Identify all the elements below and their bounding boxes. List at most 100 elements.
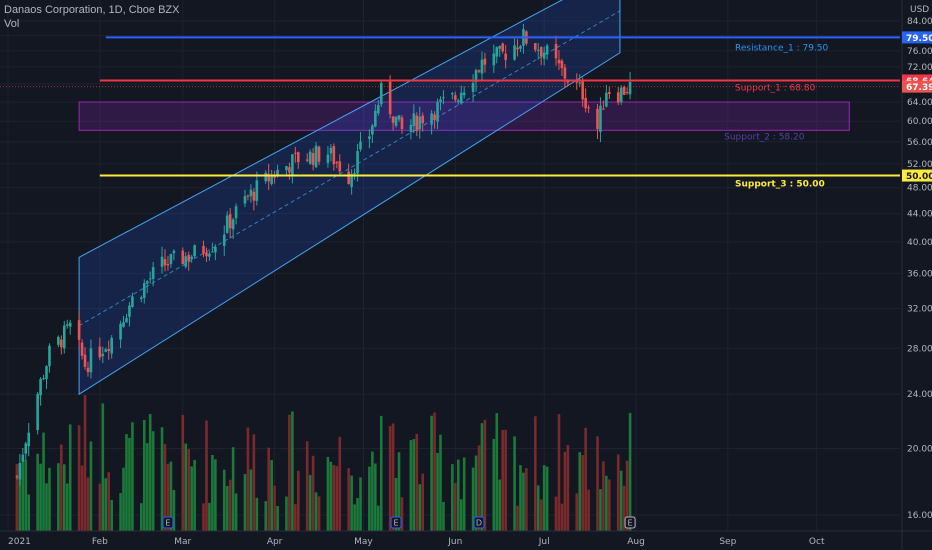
- volume-bar: [368, 466, 371, 531]
- volume-bar: [379, 415, 383, 531]
- candle-body: [329, 147, 333, 154]
- volume-bar: [142, 419, 146, 531]
- volume-bar: [45, 483, 48, 531]
- volume-bar: [21, 458, 25, 531]
- volume-bar: [311, 455, 315, 531]
- last-price-badge: [902, 80, 932, 93]
- volume-bar: [270, 460, 273, 531]
- y-tick-label: 72.00: [907, 63, 932, 73]
- candle-body: [163, 259, 167, 266]
- volume-bar: [578, 452, 582, 531]
- volume-bar: [376, 505, 380, 531]
- candle-body: [128, 305, 131, 317]
- candle-body: [190, 256, 193, 260]
- candle-body: [625, 92, 629, 94]
- volume-bar: [297, 470, 300, 531]
- candle-body: [602, 108, 605, 110]
- candle-body: [622, 86, 626, 95]
- volume-bar: [625, 460, 629, 531]
- candle-body: [454, 95, 457, 100]
- volume-bar: [131, 422, 134, 531]
- candle-body: [193, 245, 196, 257]
- volume-bar: [397, 452, 401, 531]
- candle-body: [421, 115, 425, 124]
- volume-bar: [602, 461, 605, 531]
- volume-bar: [291, 411, 294, 531]
- volume-bar: [39, 463, 42, 531]
- candle-body: [477, 70, 481, 72]
- volume-bar: [205, 420, 208, 531]
- candle-body: [305, 159, 309, 161]
- candle-body: [48, 345, 51, 367]
- volume-bar: [172, 489, 176, 531]
- volume-bar: [68, 424, 72, 531]
- volume-bar: [98, 483, 102, 531]
- volume-bar: [596, 436, 599, 531]
- candle-body: [533, 43, 537, 50]
- volume-bar: [329, 461, 333, 531]
- y-tick-label: 20.00: [907, 445, 932, 455]
- y-tick-label: 36.00: [907, 269, 932, 279]
- candle-body: [459, 92, 463, 103]
- volume-bar: [554, 496, 558, 531]
- support-1-label: Support_1 : 68.80: [735, 83, 816, 93]
- candle-body: [267, 173, 270, 182]
- volume-bars: [15, 395, 632, 531]
- y-tick-label: 24.00: [907, 390, 932, 400]
- resistance-1-label: Resistance_1 : 79.50: [735, 43, 829, 53]
- candle-body: [474, 70, 478, 83]
- candle-body: [442, 97, 445, 99]
- candle-body: [57, 336, 60, 345]
- volume-bar: [350, 475, 353, 531]
- volume-bar: [605, 475, 608, 531]
- event-marker[interactable]: [473, 516, 485, 529]
- candle-body: [513, 45, 516, 60]
- volume-bar: [462, 457, 466, 531]
- candle-body: [353, 173, 356, 175]
- candle-body: [563, 67, 567, 79]
- candle-body: [205, 252, 208, 257]
- candle-body: [492, 53, 496, 66]
- volume-bar: [522, 472, 525, 531]
- volume-bar: [536, 485, 540, 531]
- y-tick-label: 40.00: [907, 238, 932, 248]
- volume-bar: [234, 493, 238, 531]
- candle-body: [21, 454, 25, 462]
- horizontal-levels[interactable]: Resistance_1 : 79.50 Support_1 : 68.80 Sup…: [0, 36, 900, 190]
- volume-bar: [222, 469, 226, 531]
- event-marker[interactable]: [162, 516, 174, 529]
- candle-body: [45, 366, 48, 380]
- volume-bar: [338, 436, 342, 531]
- candle-body: [415, 115, 419, 131]
- volume-label: Vol: [4, 18, 19, 30]
- event-marker[interactable]: [390, 516, 402, 529]
- candle-body: [77, 320, 81, 340]
- support-3-label: Support_3 : 50.00: [735, 180, 825, 190]
- candle-body: [18, 462, 22, 480]
- candle-body: [208, 253, 211, 257]
- support-2-zone-layer: Support_2 : 58.20: [78, 101, 850, 142]
- candle-body: [451, 93, 454, 95]
- volume-bar: [584, 427, 587, 531]
- candle-body: [619, 87, 623, 103]
- candle-body: [376, 105, 380, 114]
- volume-bar: [412, 439, 416, 531]
- volume-bar: [335, 466, 339, 531]
- candle-body: [545, 45, 549, 55]
- volume-bar: [542, 465, 546, 531]
- volume-bar: [65, 483, 69, 531]
- volume-bar: [359, 477, 362, 531]
- candle-body: [578, 82, 582, 84]
- volume-bar: [27, 494, 31, 531]
- candle-body: [557, 59, 561, 64]
- candle-body: [371, 125, 374, 135]
- volume-bar: [211, 455, 214, 531]
- volume-bar: [80, 465, 84, 531]
- y-tick-label: 60.00: [907, 117, 932, 127]
- event-marker[interactable]: [624, 516, 636, 529]
- candle-body: [516, 47, 519, 50]
- volume-bar: [483, 419, 487, 531]
- volume-bar: [101, 403, 105, 531]
